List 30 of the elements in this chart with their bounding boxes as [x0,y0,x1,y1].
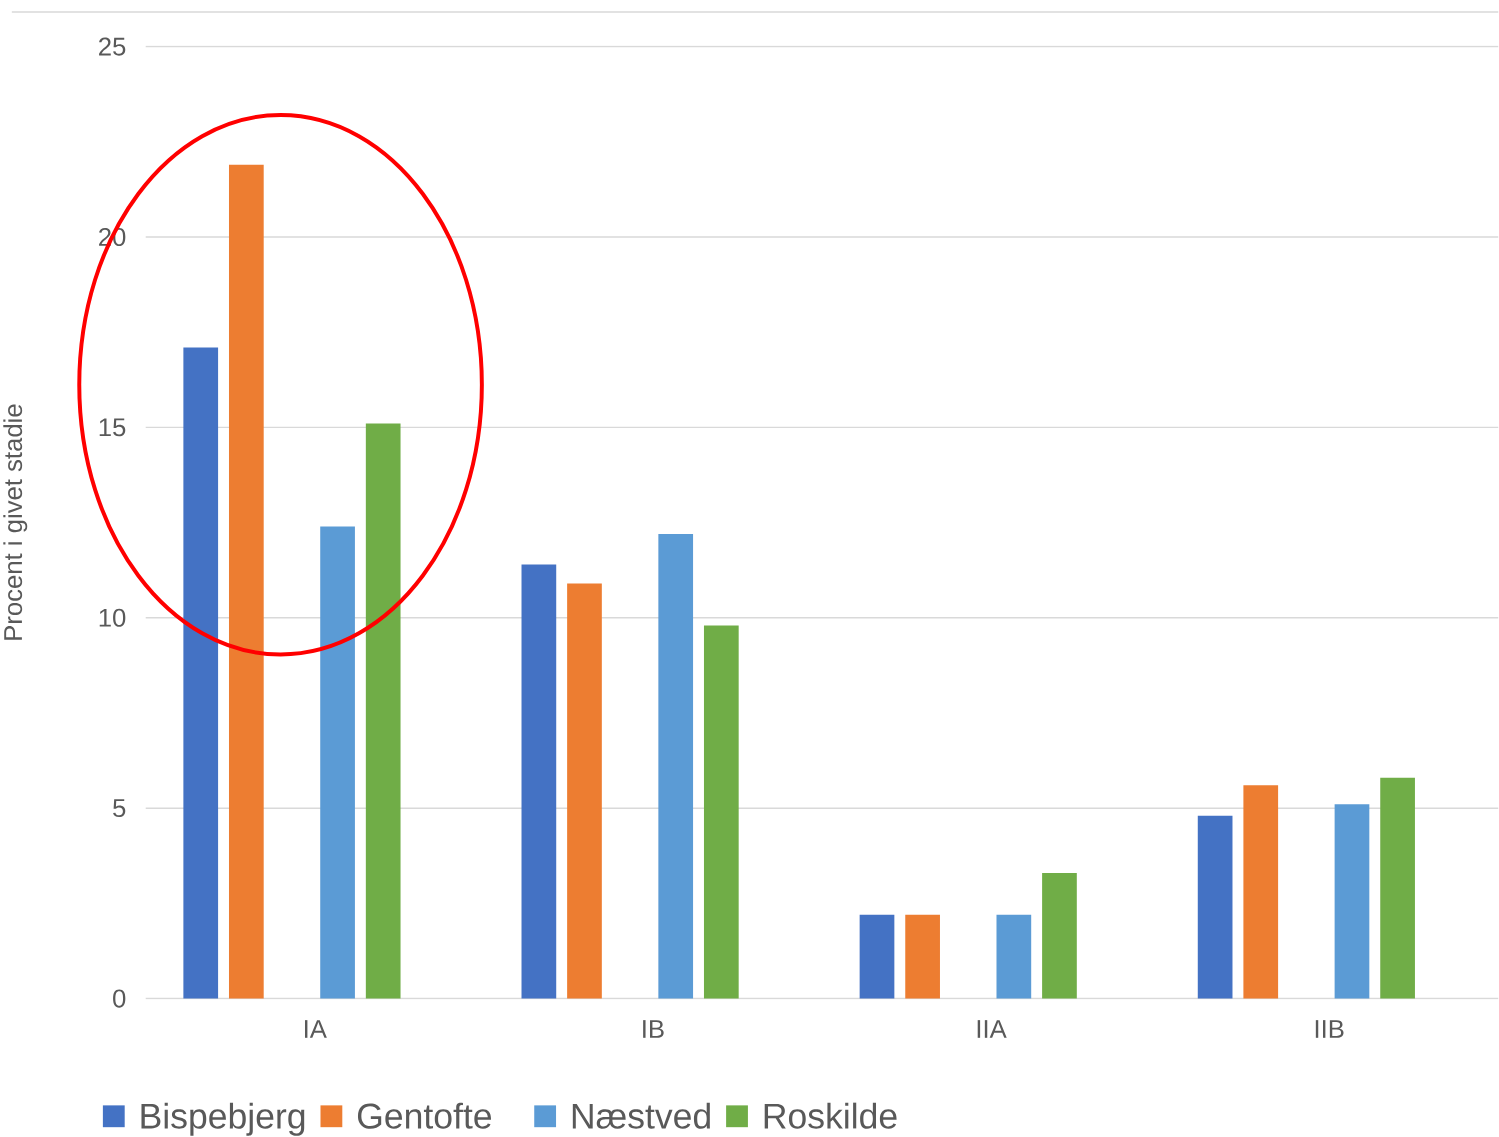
x-tick-label: IA [305,1019,327,1038]
bar [996,914,1032,999]
bar [905,914,940,999]
y-tick-label: 5 [113,799,126,817]
bar [703,625,739,999]
bar [859,914,895,999]
y-axis-title: Procent i givet stadie [3,404,28,640]
legend-label: Roskilde [764,1102,897,1129]
x-tick-label: IIB [1315,1019,1344,1038]
y-tick-label: 10 [99,608,126,627]
y-tick-label: 0 [113,989,126,1008]
legend-label: Næstved [572,1102,710,1129]
x-tick-label: IB [643,1019,664,1038]
bar [1334,804,1370,999]
bar [228,164,264,999]
bar [183,347,219,999]
bar [521,564,557,999]
y-tick-label: 15 [99,418,126,437]
x-tick-label: IIA [977,1019,1007,1038]
bar [1042,872,1077,999]
bar [320,526,355,999]
bar [1380,777,1415,999]
y-tick-label: 25 [99,37,126,56]
bar [1197,815,1233,999]
legend-label: Bispebjerg [141,1102,305,1136]
legend-label: Gentofte [357,1102,492,1129]
bar [365,423,401,999]
bar [1243,785,1279,999]
bar [567,583,602,999]
bar [658,533,694,999]
